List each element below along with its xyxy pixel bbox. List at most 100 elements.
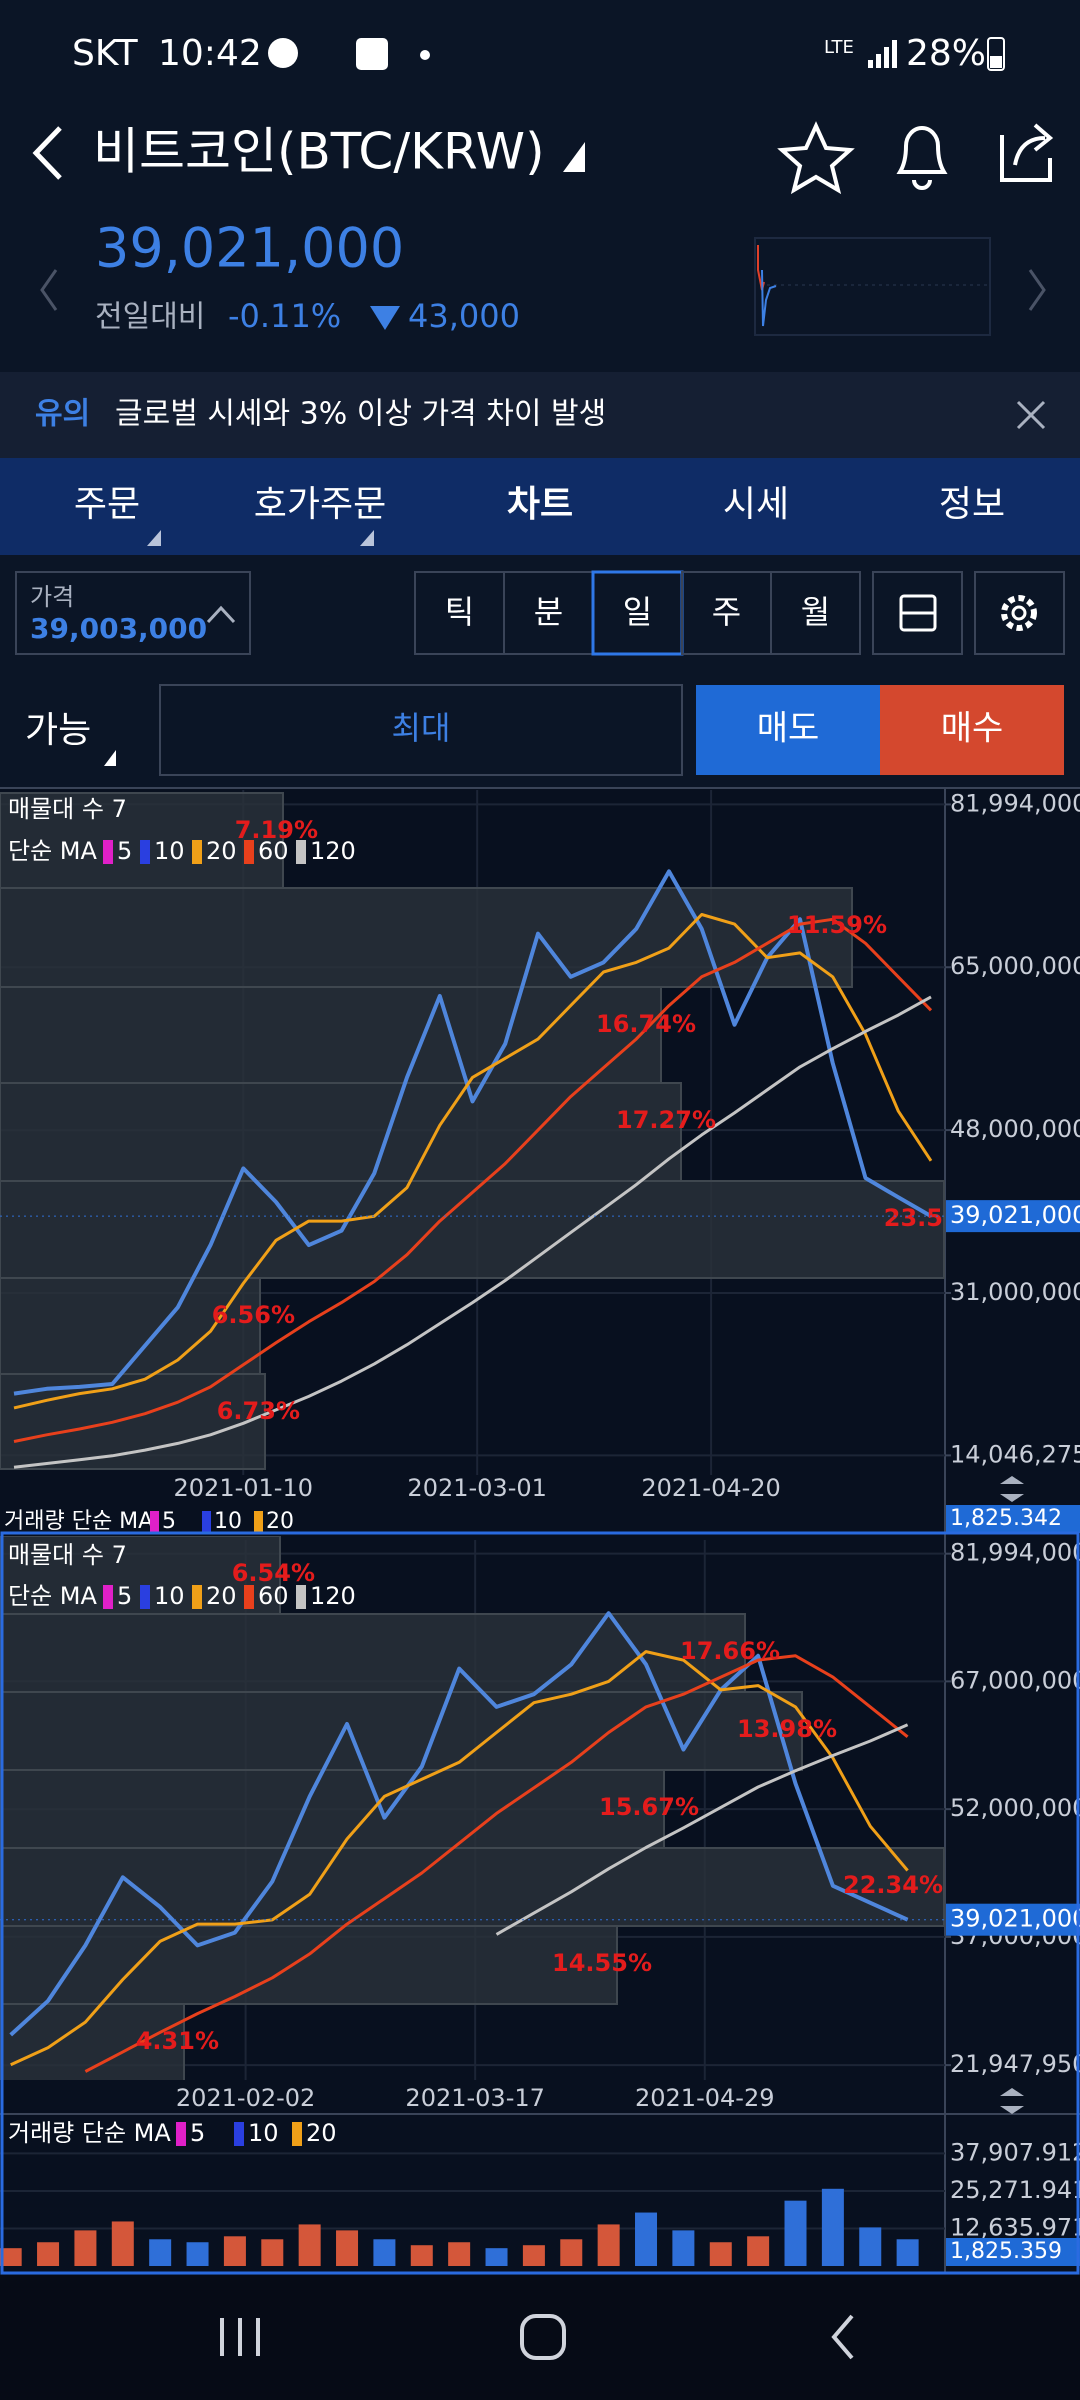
- price-box[interactable]: [15, 571, 251, 655]
- legend-swatch: [202, 1511, 211, 1533]
- volume-profile-box: [0, 1847, 945, 1927]
- battery-fill: [990, 56, 1002, 68]
- app-icon: [356, 38, 388, 70]
- change-percent: -0.11%: [228, 297, 341, 335]
- legend-label: 5: [117, 837, 132, 865]
- coin-title[interactable]: 비트코인(BTC/KRW): [93, 123, 545, 181]
- tab-dropdown: [360, 530, 374, 546]
- max-label: 최대: [392, 709, 451, 747]
- available-dropdown: [104, 750, 116, 766]
- volume-profile-box: [0, 1691, 803, 1771]
- volume-profile-box: [0, 887, 853, 988]
- volume-profile-box: [0, 1613, 746, 1693]
- volume-profile-label: 13.98%: [737, 1715, 837, 1743]
- mini-chart-down: [761, 269, 777, 327]
- layout-button[interactable]: [872, 571, 963, 655]
- volume-current: 1,825.342: [950, 1506, 1062, 1531]
- alert-button[interactable]: [896, 126, 948, 190]
- legend-label: 60: [258, 1582, 289, 1610]
- x-tick-label: 2021-02-02: [176, 2084, 315, 2112]
- legend-swatch: [292, 2122, 302, 2146]
- resize-handle[interactable]: [1000, 2088, 1024, 2114]
- y-tick-label: 25,271.941: [950, 2176, 1080, 2204]
- back[interactable]: [831, 2314, 854, 2360]
- volume-bar: [149, 2239, 172, 2266]
- legend-swatch: [103, 1585, 113, 1609]
- volume-bar: [597, 2224, 620, 2266]
- buy-button[interactable]: [880, 685, 1064, 775]
- volume-profile-label: 6.54%: [232, 1559, 315, 1587]
- volume-bar: [485, 2248, 508, 2266]
- volume-bar: [0, 2248, 22, 2266]
- back-button[interactable]: [32, 126, 62, 180]
- volume-bar: [672, 2230, 695, 2266]
- x-tick-label: 2021-03-17: [405, 2084, 544, 2112]
- volume-profile-label: 6.73%: [217, 1397, 300, 1425]
- prev-coin[interactable]: [40, 269, 58, 311]
- y-tick-label: 52,000,000: [950, 1794, 1080, 1822]
- available-label[interactable]: 가능: [25, 710, 91, 751]
- moving-average-line: [10, 1650, 909, 2067]
- y-tick-label: 48,000,000: [950, 1115, 1080, 1143]
- notice-text: 글로벌 시세와 3% 이상 가격 차이 발생: [115, 397, 606, 432]
- tab-bar: [0, 458, 1080, 555]
- volume-profile-box: [0, 1180, 945, 1279]
- recent-apps[interactable]: [220, 2318, 260, 2356]
- volume-bar: [635, 2212, 658, 2266]
- legend-swatch: [254, 1511, 263, 1533]
- settings-hub: [1011, 605, 1027, 621]
- tab[interactable]: 정보: [939, 484, 1005, 525]
- volume-profile-label: 6.56%: [212, 1301, 295, 1329]
- y-tick-label: 81,994,000: [950, 789, 1080, 817]
- x-tick-label: 2021-04-20: [641, 1474, 780, 1502]
- share-button[interactable]: [1000, 123, 1054, 182]
- max-button[interactable]: [159, 684, 683, 776]
- title-dropdown[interactable]: [563, 142, 585, 172]
- ma-label: 단순 MA: [8, 837, 97, 865]
- tab[interactable]: 차트: [507, 484, 573, 525]
- period-button[interactable]: [770, 571, 861, 655]
- legend-swatch: [244, 840, 254, 864]
- volume-bar: [37, 2242, 60, 2266]
- battery-icon: [987, 37, 1005, 71]
- favorite-button[interactable]: [777, 121, 855, 195]
- resize-handle[interactable]: [1000, 1476, 1024, 1502]
- volume-bar: [373, 2239, 396, 2266]
- plot: 6.54% 17.66% 13.98% 15.67% 22.34% 14.55% 4.31%: [0, 1536, 945, 2080]
- next-coin[interactable]: [1028, 269, 1046, 311]
- current-price: 39,021,000: [95, 217, 404, 280]
- y-tick-label: 21,947,950: [950, 2050, 1080, 2078]
- legend-label: 10: [154, 837, 185, 865]
- volume-current: 1,825.359: [950, 2239, 1062, 2264]
- volume-bar: [784, 2200, 807, 2266]
- volume-profile-box: [0, 986, 662, 1084]
- tab[interactable]: 주문: [74, 484, 140, 525]
- sell-button[interactable]: [696, 685, 880, 775]
- volume-title: 거래량 단순 MA: [8, 2119, 171, 2147]
- volume-bar: [186, 2242, 209, 2266]
- price-line: [13, 869, 932, 1396]
- settings-button[interactable]: [974, 571, 1065, 655]
- price-line: [9, 1611, 909, 2037]
- volume-profile-label: 17.66%: [680, 1637, 780, 1665]
- volume-profile-label: 7.19%: [235, 816, 318, 844]
- network: LTE: [824, 37, 854, 58]
- tab[interactable]: 호가주문: [254, 484, 386, 525]
- legend-swatch: [192, 840, 202, 864]
- tab[interactable]: 시세: [723, 484, 789, 525]
- legend-label: 10: [248, 2119, 279, 2147]
- volume-bar: [747, 2236, 770, 2266]
- current-price-tag: [946, 1903, 1080, 1936]
- selected-chart-frame: [0, 1531, 1080, 2275]
- price-box-toggle[interactable]: [206, 605, 236, 624]
- notice-close[interactable]: [1016, 400, 1046, 430]
- chart-2: 6.54% 17.66% 13.98% 15.67% 22.34% 14.55% 4.31%…: [0, 1536, 1080, 2266]
- signal-icon: [868, 40, 897, 68]
- home[interactable]: [520, 2314, 566, 2360]
- volume-bar: [74, 2230, 97, 2266]
- legend-swatch: [140, 840, 150, 864]
- volume-profile-label: 11.59%: [787, 911, 887, 939]
- tab-dropdown: [147, 530, 161, 546]
- legend-swatch: [234, 2122, 244, 2146]
